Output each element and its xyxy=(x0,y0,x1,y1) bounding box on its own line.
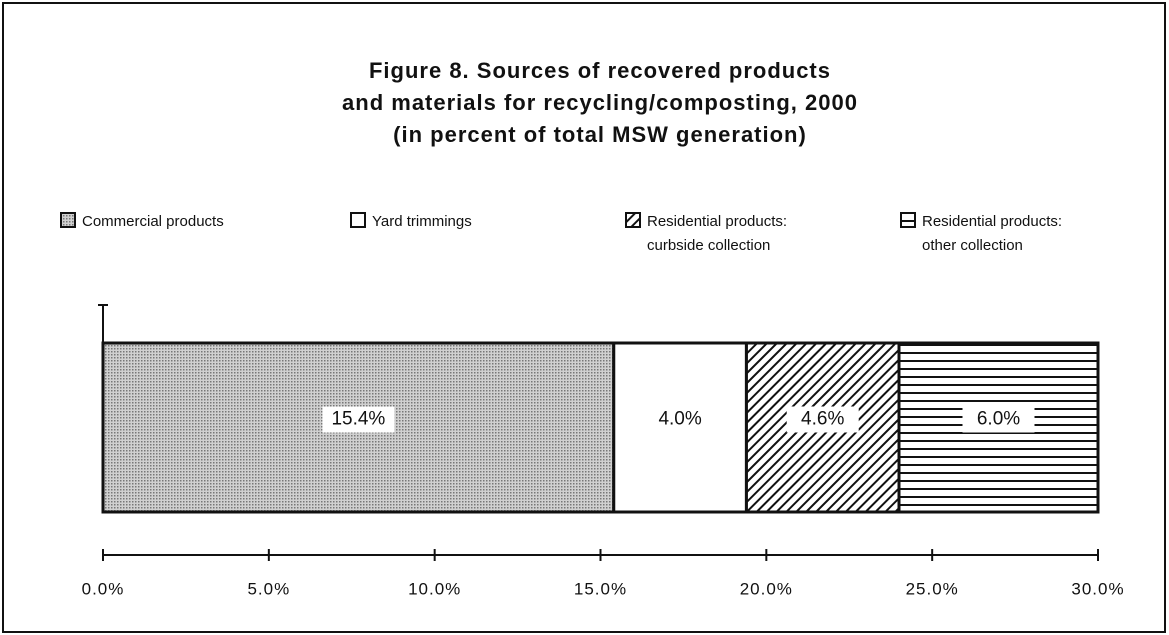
x-tick-label: 5.0% xyxy=(247,579,290,598)
chart-title: and materials for recycling/composting, … xyxy=(342,90,858,115)
x-tick-label: 15.0% xyxy=(574,579,627,598)
legend-label: Yard trimmings xyxy=(372,213,472,230)
legend-label: Residential products: other collection xyxy=(922,213,1063,254)
chart-title: Figure 8. Sources of recovered products xyxy=(369,58,831,83)
value-label: 15.4% xyxy=(331,409,385,430)
value-label: 4.0% xyxy=(658,409,701,430)
x-tick-label: 30.0% xyxy=(1071,579,1124,598)
x-tick-label: 10.0% xyxy=(408,579,461,598)
value-label: 6.0% xyxy=(977,409,1020,430)
legend-item: Residential products: curbside collectio… xyxy=(625,210,817,258)
legend-marker xyxy=(60,212,76,228)
legend-label: Commercial products xyxy=(82,213,224,230)
legend-marker xyxy=(900,212,916,228)
x-tick-label: 20.0% xyxy=(740,579,793,598)
legend-swatch xyxy=(900,212,916,228)
value-label: 4.6% xyxy=(801,409,844,430)
legend-item: Commercial products xyxy=(60,210,252,234)
value-label-bg xyxy=(786,406,859,433)
value-label-bg xyxy=(322,406,395,433)
value-label-bg xyxy=(962,406,1035,433)
legend-swatch xyxy=(625,212,641,228)
legend-swatch xyxy=(350,212,366,228)
legend-item: Yard trimmings xyxy=(350,210,542,234)
legend-item: Residential products: other collection xyxy=(900,210,1092,258)
x-tick-label: 25.0% xyxy=(906,579,959,598)
x-tick-label: 0.0% xyxy=(82,579,125,598)
legend-marker xyxy=(350,212,366,228)
legend-swatch xyxy=(60,212,76,228)
legend-label: Residential products: curbside collectio… xyxy=(647,213,788,254)
value-label-bg xyxy=(644,406,717,433)
chart-subtitle: (in percent of total MSW generation) xyxy=(393,122,807,147)
legend-marker xyxy=(625,212,641,228)
